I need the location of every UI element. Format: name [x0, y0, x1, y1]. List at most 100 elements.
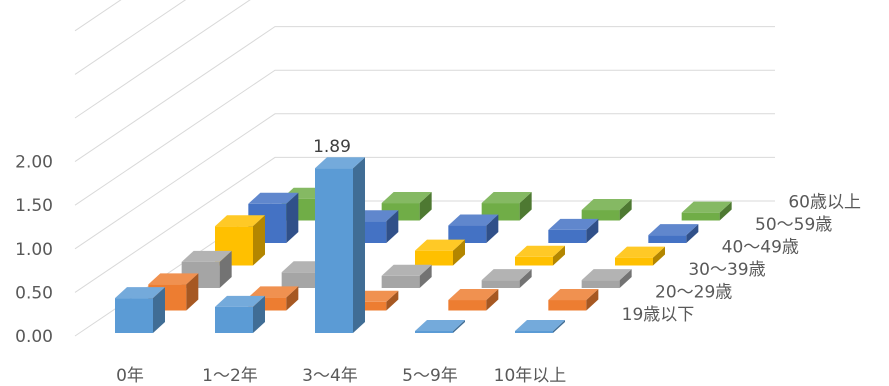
bar	[215, 215, 265, 266]
bar	[381, 264, 432, 288]
bar-top	[581, 199, 632, 211]
bar	[648, 224, 699, 243]
x-axis: 0年 1～2年 3～4年 5～9年 10年以上	[116, 366, 566, 386]
bar-top	[381, 192, 432, 204]
gridline	[74, 69, 775, 206]
bar-side	[386, 210, 399, 243]
bar-top	[215, 215, 265, 227]
bar-top	[415, 239, 465, 251]
bar-top	[315, 157, 365, 169]
bar-side	[553, 320, 565, 333]
bar	[548, 289, 599, 311]
y-axis: 0.00 0.50 1.00 1.50 2.00	[15, 153, 53, 347]
bar-side	[286, 192, 299, 243]
bar-front	[481, 280, 520, 288]
bar	[515, 320, 565, 333]
bar-front	[448, 300, 487, 311]
bar-front	[415, 250, 453, 266]
bar-front	[448, 225, 487, 243]
bar-top	[115, 287, 165, 299]
x-tick-label: 10年以上	[494, 366, 567, 386]
bar-front	[348, 301, 387, 311]
bar-top	[181, 250, 232, 262]
bar	[415, 320, 465, 333]
bar	[448, 214, 499, 243]
bar	[481, 269, 532, 288]
bar	[681, 201, 732, 221]
bar-top	[248, 286, 299, 298]
data-label: 1.89	[313, 137, 351, 157]
bar-side	[253, 215, 265, 266]
bar-side	[519, 192, 532, 221]
bar-top	[215, 295, 265, 307]
y-tick-label: 0.50	[15, 283, 53, 303]
bar-front	[281, 272, 320, 288]
bar	[448, 289, 499, 311]
bar-side	[619, 269, 632, 288]
bar-side	[586, 289, 599, 311]
series-label: 60歳以上	[788, 192, 861, 212]
bar-front	[581, 280, 620, 288]
bar-top	[248, 192, 299, 204]
bar-front	[581, 210, 620, 221]
bar-top	[481, 192, 532, 204]
series-label: 50～59歳	[755, 215, 832, 235]
series-label: 19歳以下	[622, 305, 695, 325]
bar-side	[453, 320, 465, 333]
bar-side	[486, 289, 499, 311]
bar	[615, 246, 665, 266]
bar-front	[215, 306, 253, 333]
bar-side	[153, 287, 165, 333]
bars	[115, 157, 732, 333]
bar-top	[448, 289, 499, 301]
bar-side	[186, 273, 199, 311]
y-tick-label: 2.00	[15, 153, 53, 173]
gridline	[74, 113, 775, 250]
bar-front	[681, 212, 720, 221]
bar-top	[415, 320, 465, 331]
bar-top	[548, 289, 599, 301]
series-label: 20～29歳	[655, 282, 732, 302]
y-tick-label: 0.00	[15, 327, 53, 347]
bar-side	[653, 246, 665, 266]
bar-top	[548, 218, 599, 230]
bar-top	[515, 245, 565, 257]
bar-side	[453, 239, 465, 266]
bar-front	[415, 331, 453, 333]
series-label: 30～39歳	[688, 260, 765, 280]
bar-front	[615, 257, 653, 266]
bar	[415, 239, 465, 266]
bar-front	[515, 331, 553, 333]
bar	[581, 269, 632, 288]
bar-side	[553, 245, 565, 266]
bar-side	[619, 199, 632, 221]
gridline	[74, 0, 187, 75]
bar-side	[519, 269, 532, 288]
bar-side	[253, 295, 265, 333]
bar-side	[419, 264, 432, 288]
bar-side	[719, 201, 732, 221]
bar-front	[381, 275, 420, 288]
y-tick-label: 1.00	[15, 240, 53, 260]
bar-side	[419, 192, 432, 221]
bar-front	[515, 256, 553, 266]
x-tick-label: 1～2年	[202, 366, 258, 386]
bar-top	[648, 224, 699, 236]
data-labels: 1.89	[313, 137, 351, 157]
y-tick-label: 1.50	[15, 196, 53, 216]
bar-top	[381, 264, 432, 276]
gridline	[74, 0, 251, 119]
gridline	[74, 26, 775, 163]
bar	[581, 199, 632, 221]
bar-side	[286, 286, 299, 311]
x-tick-label: 3～4年	[302, 366, 358, 386]
bar-side	[219, 250, 232, 288]
bar-side	[386, 290, 399, 311]
bar-front	[115, 298, 153, 333]
bar	[515, 245, 565, 266]
bar-top	[448, 214, 499, 226]
gridline	[74, 156, 775, 293]
x-tick-label: 0年	[116, 366, 144, 386]
bar-top	[581, 269, 632, 281]
